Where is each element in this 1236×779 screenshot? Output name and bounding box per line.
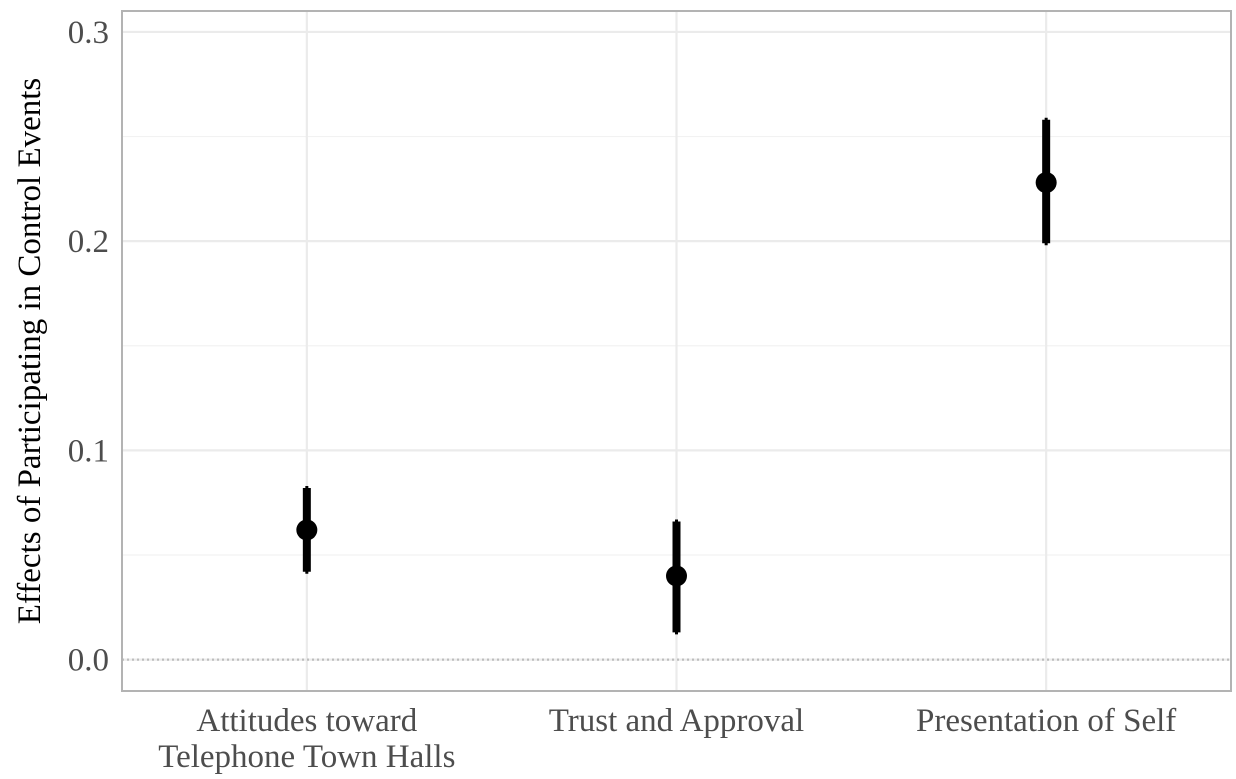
panel-border bbox=[121, 10, 1232, 692]
estimate-point bbox=[1035, 172, 1057, 194]
estimate-point bbox=[296, 519, 318, 541]
y-tick-label: 0.1 bbox=[68, 433, 109, 469]
y-tick-label: 0.2 bbox=[68, 224, 109, 260]
point-range bbox=[296, 486, 318, 574]
x-axis: Attitudes toward Telephone Town Halls Trus… bbox=[158, 703, 1176, 775]
point-range bbox=[1035, 117, 1057, 246]
y-tick-label: 0.0 bbox=[68, 643, 109, 679]
estimate-point bbox=[666, 565, 687, 587]
point-ranges bbox=[296, 117, 1057, 635]
y-axis-title: Effects of Participating in Control Even… bbox=[12, 78, 48, 625]
point-range bbox=[666, 519, 687, 635]
x-tick-label: Attitudes toward Telephone Town Halls bbox=[158, 703, 455, 775]
x-tick-label: Trust and Approval bbox=[549, 703, 804, 739]
x-tick-label: Presentation of Self bbox=[916, 703, 1176, 739]
y-axis: 0.0 0.1 0.2 0.3 bbox=[68, 15, 109, 679]
y-tick-label: 0.3 bbox=[68, 15, 109, 51]
grid bbox=[122, 11, 1231, 691]
